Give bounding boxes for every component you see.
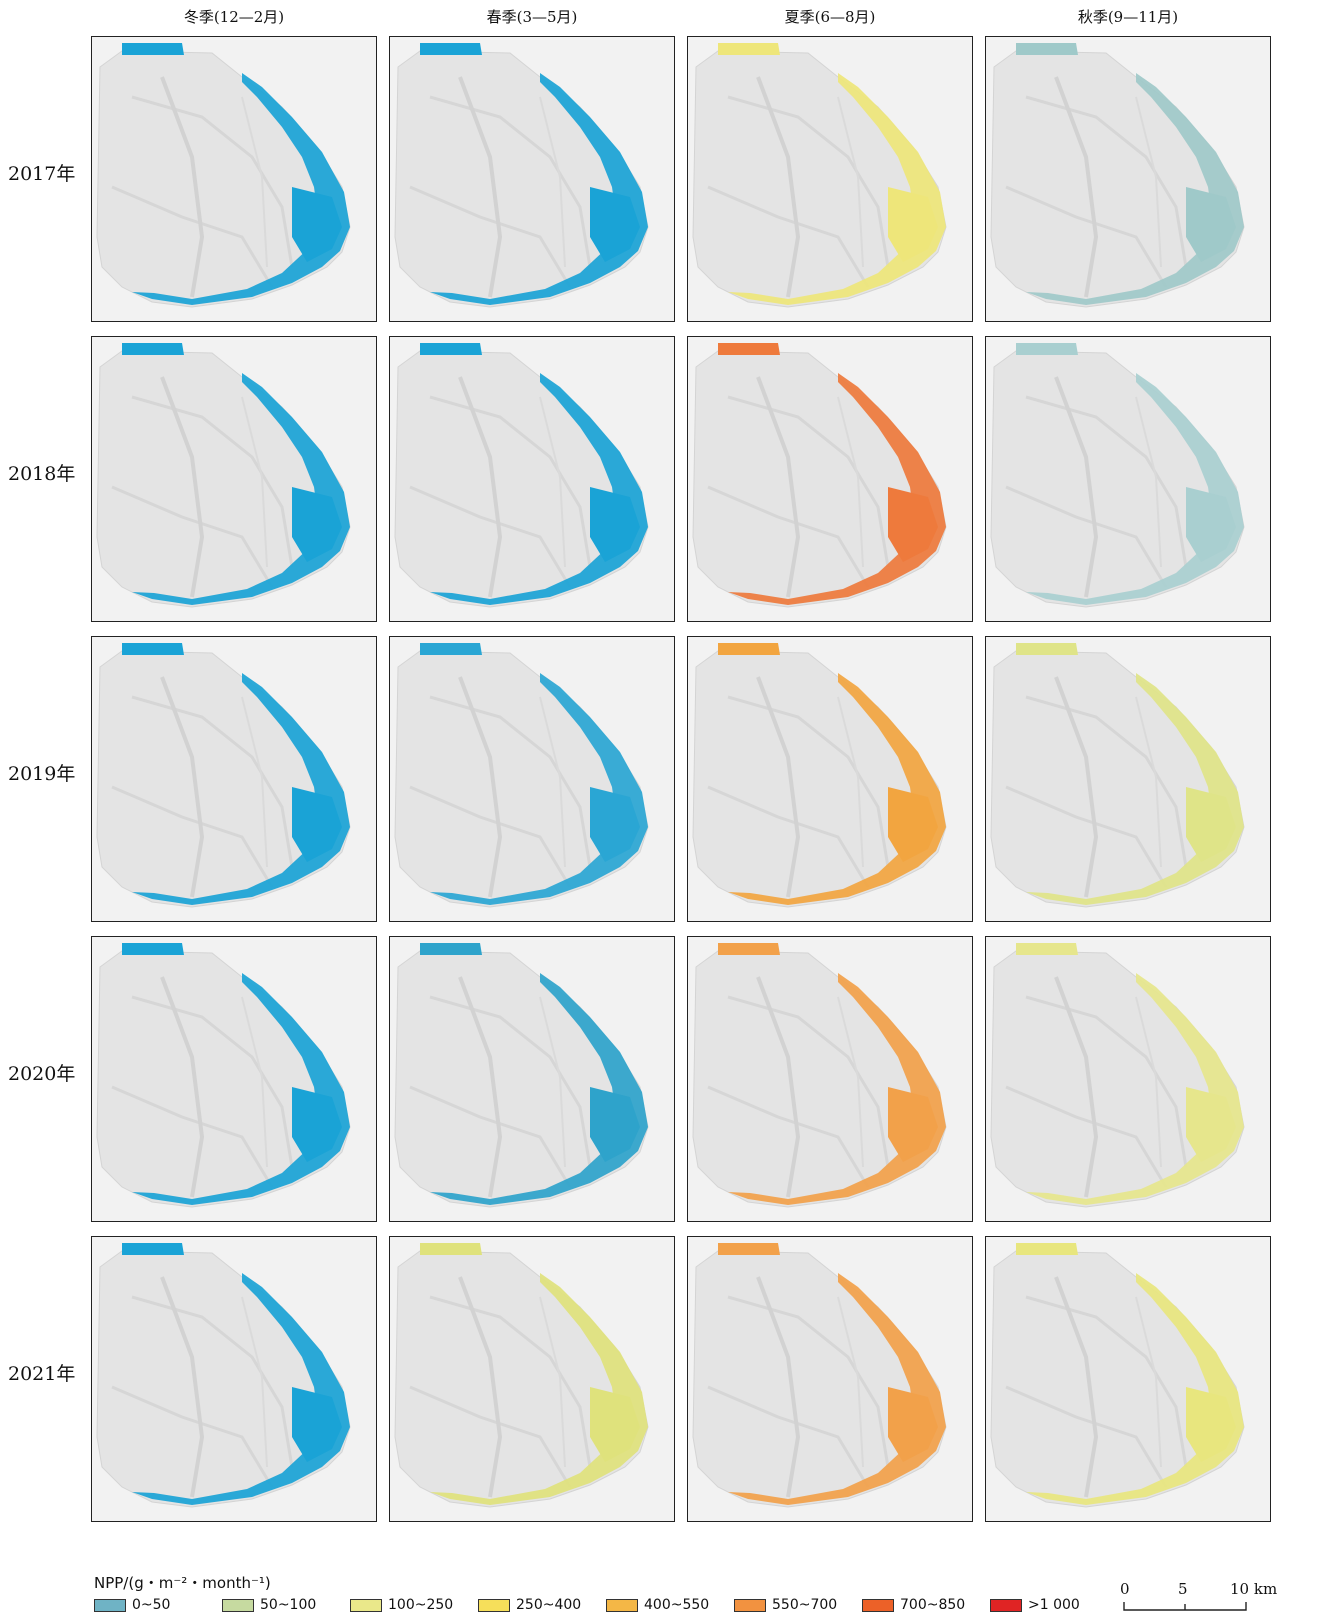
row-label-2018: 2018年: [8, 463, 76, 485]
npp-map-2019-summer: [687, 636, 973, 922]
row-label-2021: 2021年: [8, 1363, 76, 1385]
legend-label: 50~100: [260, 1597, 317, 1613]
npp-map-2018-summer: [687, 336, 973, 622]
column-header-spring: 春季(3—5月): [486, 8, 578, 26]
scale-bar-line: [1123, 1602, 1247, 1611]
npp-map-2018-winter: [91, 336, 377, 622]
legend-swatch: [990, 1599, 1022, 1612]
row-label-2017: 2017年: [8, 163, 76, 185]
legend-label: 250~400: [516, 1597, 582, 1613]
column-header-summer: 夏季(6—8月): [784, 8, 876, 26]
npp-map-2020-summer: [687, 936, 973, 1222]
npp-map-2021-winter: [91, 1236, 377, 1522]
legend-swatch: [606, 1599, 638, 1612]
legend-title: NPP/(g・m⁻²・month⁻¹): [94, 1574, 271, 1592]
row-label-2020: 2020年: [8, 1063, 76, 1085]
legend-label: 700~850: [900, 1597, 966, 1613]
npp-map-2020-spring: [389, 936, 675, 1222]
npp-map-2019-autumn: [985, 636, 1271, 922]
column-header-autumn: 秋季(9—11月): [1077, 8, 1179, 26]
scale-label-10: 10 km: [1230, 1580, 1278, 1598]
npp-map-2019-winter: [91, 636, 377, 922]
npp-map-2017-summer: [687, 36, 973, 322]
npp-map-2017-spring: [389, 36, 675, 322]
npp-map-2017-autumn: [985, 36, 1271, 322]
legend-swatch: [350, 1599, 382, 1612]
legend-label: 400~550: [644, 1597, 710, 1613]
legend-swatch: [478, 1599, 510, 1612]
legend-label: 100~250: [388, 1597, 454, 1613]
legend-swatch: [862, 1599, 894, 1612]
scale-label-0: 0: [1120, 1580, 1130, 1598]
legend-label: 0~50: [132, 1597, 171, 1613]
npp-map-2018-autumn: [985, 336, 1271, 622]
column-header-winter: 冬季(12—2月): [183, 8, 285, 26]
npp-map-2020-winter: [91, 936, 377, 1222]
npp-map-2019-spring: [389, 636, 675, 922]
legend-label: 550~700: [772, 1597, 838, 1613]
npp-map-2018-spring: [389, 336, 675, 622]
npp-map-2020-autumn: [985, 936, 1271, 1222]
legend-swatch: [222, 1599, 254, 1612]
scale-label-5: 5: [1178, 1580, 1188, 1598]
scale-bar: 0 5 10 km: [1120, 1580, 1300, 1616]
npp-map-2021-summer: [687, 1236, 973, 1522]
npp-map-2017-winter: [91, 36, 377, 322]
row-label-2019: 2019年: [8, 763, 76, 785]
npp-map-2021-autumn: [985, 1236, 1271, 1522]
legend-swatch: [94, 1599, 126, 1612]
legend-swatch: [734, 1599, 766, 1612]
npp-map-2021-spring: [389, 1236, 675, 1522]
legend-label: >1 000: [1028, 1597, 1080, 1613]
